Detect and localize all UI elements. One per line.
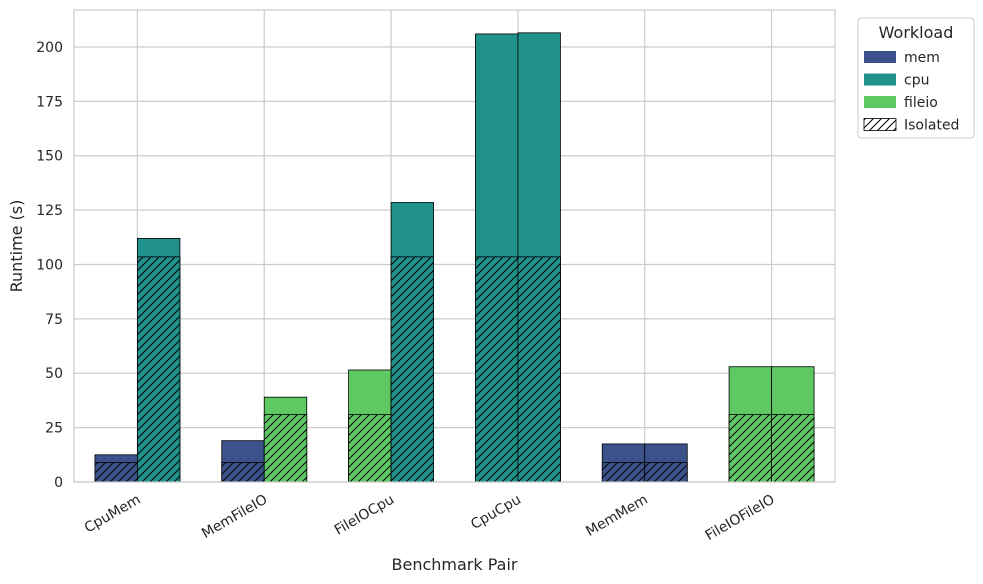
legend-swatch [864,96,896,108]
isolated-bar-hatch [728,414,772,483]
isolated-bar-hatch [601,462,646,483]
legend-label: mem [904,50,940,66]
y-tick-label: 50 [45,366,63,382]
legend-label: cpu [904,73,929,89]
legend-label: fileio [904,95,938,111]
x-tick-labels: CpuMem MemFileIO FileIOCpu CpuCpu MemMem File… [82,492,778,544]
legend-swatch [864,51,896,63]
y-axis-label: Runtime (s) [7,200,26,293]
y-tick-label: 175 [36,94,63,110]
x-tick-label: FileIOCpu [332,492,397,539]
isolated-bar-hatch [390,256,434,483]
plot-frame [73,9,836,483]
x-axis-label: Benchmark Pair [392,555,518,574]
y-tick-label: 0 [54,475,63,491]
x-tick-label: MemMem [583,492,650,540]
y-tick-label: 75 [45,312,63,328]
isolated-bar-hatch [137,256,181,483]
y-tick-label: 150 [36,149,63,165]
x-tick-label: CpuMem [82,492,144,537]
isolated-bar-hatch [94,462,138,483]
isolated-bar-hatch [475,256,519,483]
x-tick-label: CpuCpu [468,492,524,533]
y-tick-label: 25 [45,421,63,437]
legend-swatch [864,73,896,86]
isolated-bar-hatch [517,256,561,483]
isolated-bar-hatch [771,414,815,483]
x-tick-label: MemFileIO [199,492,270,542]
isolated-bar-hatch [348,414,392,483]
isolated-bar-hatch [221,462,265,483]
grid-lines [74,10,835,483]
y-tick-label: 200 [36,40,63,56]
y-tick-label: 125 [36,203,63,219]
isolated-bar-hatch [644,462,688,483]
legend: Workload mem cpu fileio Isolated [857,17,975,139]
bars [94,32,815,483]
y-tick-label: 100 [36,257,63,273]
x-tick-label: FileIOFileIO [703,492,778,544]
y-tick-labels: 0 25 50 75 100 125 150 175 200 [36,40,63,491]
legend-entries: mem cpu fileio Isolated [863,50,959,134]
legend-swatch [863,118,897,131]
isolated-bar-hatch [263,414,308,483]
legend-title: Workload [879,23,954,42]
legend-label: Isolated [904,118,959,134]
